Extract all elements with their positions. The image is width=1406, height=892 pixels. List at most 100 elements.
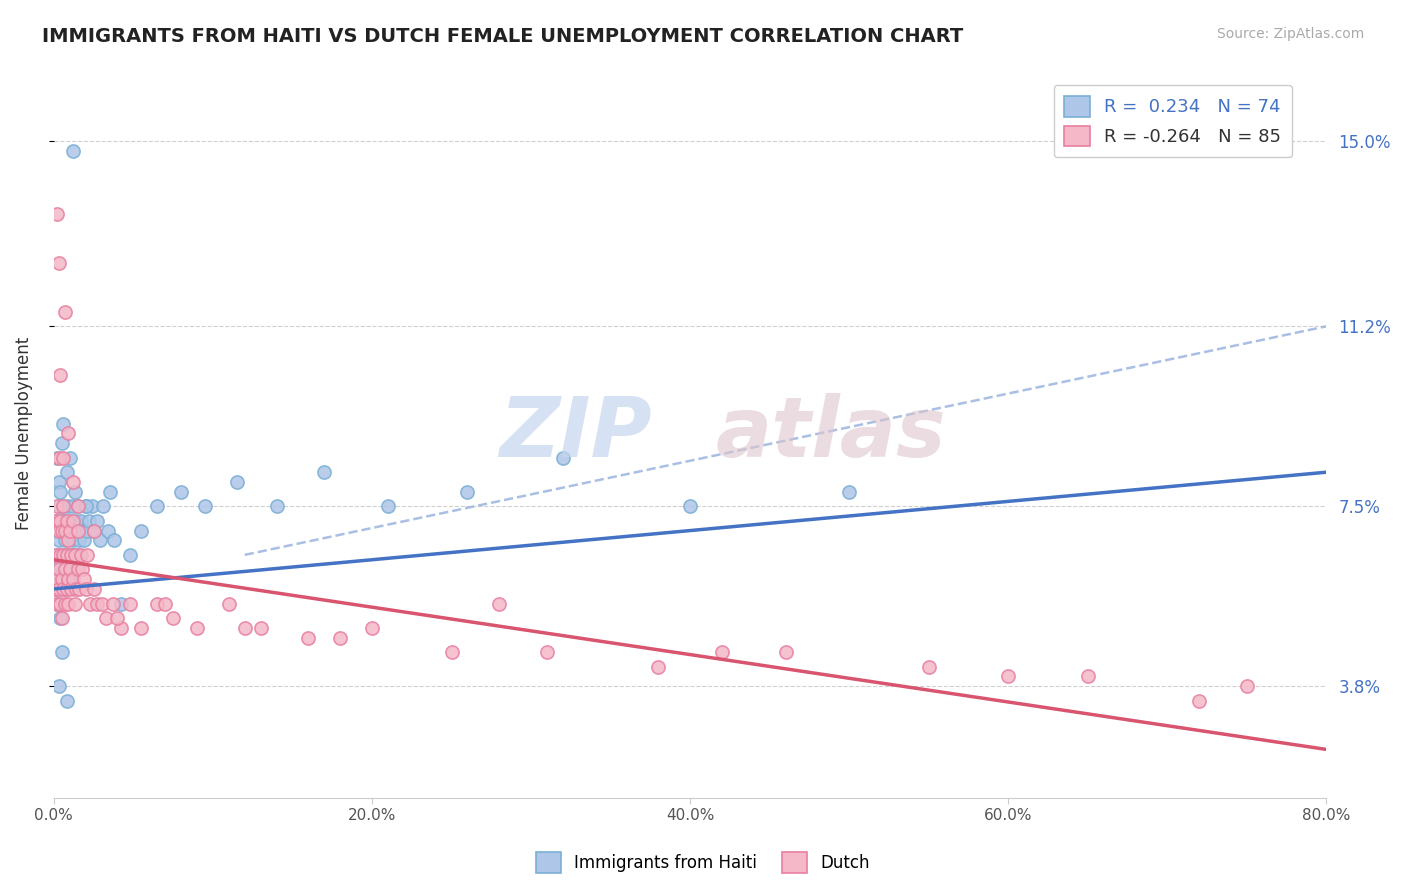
Point <box>131 524 153 538</box>
Point <box>52 548 75 562</box>
Point <box>48 533 70 548</box>
Point <box>63 548 86 562</box>
Point <box>51 524 73 538</box>
Point <box>76 524 98 538</box>
Point <box>59 450 82 465</box>
Point <box>49 597 72 611</box>
Point <box>48 572 70 586</box>
Point <box>66 500 89 514</box>
Point <box>49 611 72 625</box>
Point <box>329 631 352 645</box>
Point <box>63 484 86 499</box>
Point <box>53 533 76 548</box>
Point <box>110 597 132 611</box>
Point <box>314 465 336 479</box>
Point <box>73 533 96 548</box>
Point <box>107 611 129 625</box>
Point <box>48 500 70 514</box>
Point <box>679 500 702 514</box>
Point <box>266 500 288 514</box>
Point <box>49 514 72 528</box>
Point <box>775 645 797 659</box>
Point <box>55 548 77 562</box>
Point <box>456 484 478 499</box>
Point <box>55 465 77 479</box>
Point <box>120 548 142 562</box>
Point <box>249 621 271 635</box>
Point <box>131 621 153 635</box>
Point <box>1188 694 1211 708</box>
Point <box>53 514 76 528</box>
Point <box>89 533 111 548</box>
Point <box>46 450 69 465</box>
Point <box>48 582 70 596</box>
Point <box>66 548 89 562</box>
Point <box>53 582 76 596</box>
Point <box>66 562 89 576</box>
Point <box>75 500 97 514</box>
Text: IMMIGRANTS FROM HAITI VS DUTCH FEMALE UNEMPLOYMENT CORRELATION CHART: IMMIGRANTS FROM HAITI VS DUTCH FEMALE UN… <box>42 27 963 45</box>
Point <box>153 597 176 611</box>
Point <box>60 548 83 562</box>
Point <box>55 514 77 528</box>
Point <box>48 256 70 270</box>
Point <box>1077 669 1099 683</box>
Point <box>56 562 79 576</box>
Point <box>72 562 94 576</box>
Point <box>297 631 319 645</box>
Point <box>70 514 93 528</box>
Point <box>46 597 69 611</box>
Point <box>838 484 860 499</box>
Point <box>59 562 82 576</box>
Point <box>46 514 69 528</box>
Point <box>56 597 79 611</box>
Point <box>51 611 73 625</box>
Point <box>62 533 84 548</box>
Point <box>75 582 97 596</box>
Point <box>67 533 90 548</box>
Point <box>48 450 70 465</box>
Point <box>72 524 94 538</box>
Point <box>46 548 69 562</box>
Point <box>59 514 82 528</box>
Point <box>77 514 100 528</box>
Point <box>1236 679 1258 693</box>
Point <box>53 562 76 576</box>
Point <box>49 548 72 562</box>
Point <box>70 548 93 562</box>
Point <box>56 533 79 548</box>
Point <box>46 207 69 221</box>
Point <box>65 582 87 596</box>
Point <box>49 368 72 382</box>
Point <box>66 524 89 538</box>
Point <box>48 562 70 576</box>
Point <box>96 611 118 625</box>
Point <box>44 582 66 596</box>
Point <box>51 514 73 528</box>
Point <box>44 562 66 576</box>
Point <box>62 572 84 586</box>
Point <box>62 500 84 514</box>
Point <box>162 611 184 625</box>
Point <box>997 669 1019 683</box>
Point <box>488 597 510 611</box>
Point <box>65 514 87 528</box>
Point <box>52 450 75 465</box>
Point <box>918 659 941 673</box>
Point <box>98 484 121 499</box>
Point <box>52 572 75 586</box>
Point <box>79 597 101 611</box>
Point <box>91 500 114 514</box>
Point <box>51 436 73 450</box>
Point <box>44 514 66 528</box>
Point <box>146 500 169 514</box>
Point <box>55 582 77 596</box>
Point <box>59 572 82 586</box>
Point <box>53 524 76 538</box>
Point <box>146 597 169 611</box>
Point <box>75 500 97 514</box>
Point <box>52 582 75 596</box>
Point <box>440 645 463 659</box>
Point <box>120 597 142 611</box>
Point <box>48 524 70 538</box>
